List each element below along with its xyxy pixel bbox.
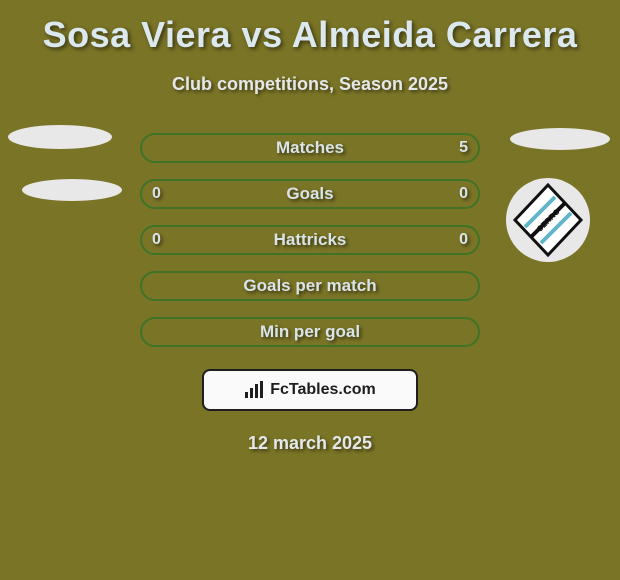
cerro-club-logo-icon: CERRO bbox=[511, 183, 585, 257]
bars-icon bbox=[244, 381, 264, 399]
stat-label: Matches bbox=[276, 138, 344, 158]
stat-row-hattricks: 0 Hattricks 0 bbox=[140, 225, 480, 255]
stat-label: Goals per match bbox=[243, 276, 376, 296]
stat-row-min-per-goal: Min per goal bbox=[140, 317, 480, 347]
stat-right-value: 0 bbox=[459, 185, 468, 203]
stat-label: Goals bbox=[286, 184, 333, 204]
page-title: Sosa Viera vs Almeida Carrera bbox=[0, 0, 620, 56]
stat-left-value: 0 bbox=[152, 231, 161, 249]
stat-row-matches: Matches 5 bbox=[140, 133, 480, 163]
left-avatar-blob-2 bbox=[22, 179, 122, 201]
stat-label: Min per goal bbox=[260, 322, 360, 342]
right-club-badge: CERRO bbox=[506, 178, 590, 262]
stat-right-value: 5 bbox=[459, 139, 468, 157]
stat-row-goals: 0 Goals 0 bbox=[140, 179, 480, 209]
brand-text: FcTables.com bbox=[270, 381, 376, 399]
subtitle: Club competitions, Season 2025 bbox=[0, 74, 620, 95]
left-avatar-blob-1 bbox=[8, 125, 112, 149]
stat-label: Hattricks bbox=[274, 230, 347, 250]
stat-left-value: 0 bbox=[152, 185, 161, 203]
date-label: 12 march 2025 bbox=[0, 433, 620, 454]
stat-row-goals-per-match: Goals per match bbox=[140, 271, 480, 301]
stat-right-value: 0 bbox=[459, 231, 468, 249]
brand-plate[interactable]: FcTables.com bbox=[202, 369, 418, 411]
right-avatar-blob-1 bbox=[510, 128, 610, 150]
